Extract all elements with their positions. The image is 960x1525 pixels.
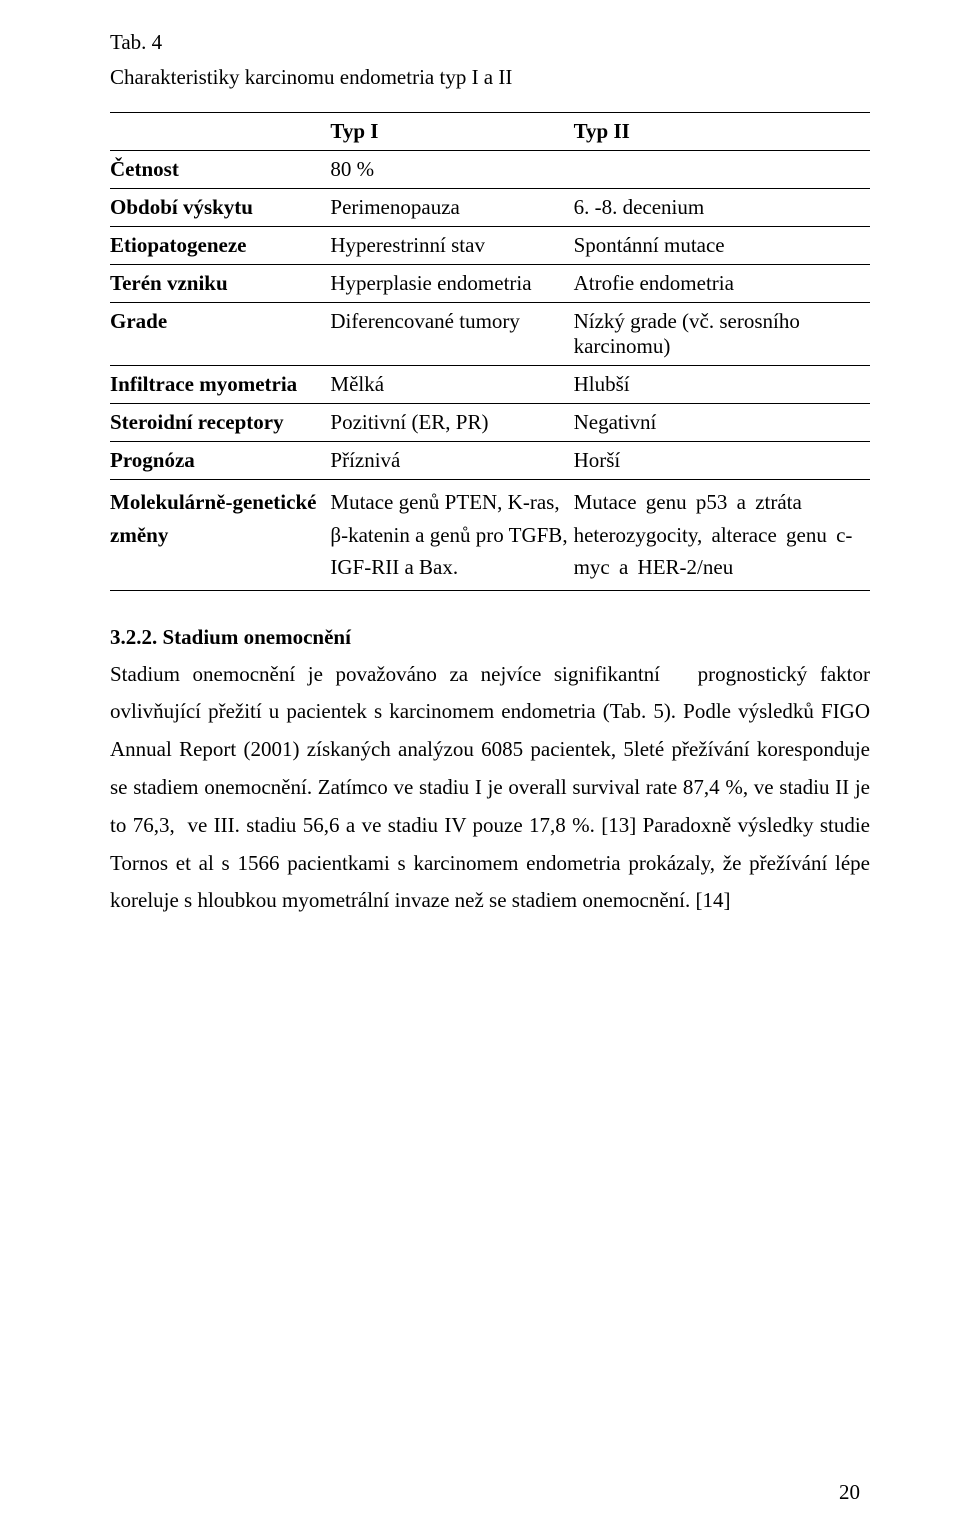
table-row: Období výskytu Perimenopauza 6. -8. dece… <box>110 189 870 227</box>
table-row: Četnost 80 % <box>110 151 870 189</box>
row-type1: Hyperestrinní stav <box>330 227 573 265</box>
header-type2: Typ II <box>574 113 870 151</box>
row-type1: Hyperplasie endometria <box>330 265 573 303</box>
row-type2: Atrofie endometria <box>574 265 870 303</box>
row-type1: Mutace genů PTEN, K-ras, β-katenin a gen… <box>330 480 573 591</box>
table-header-row: Typ I Typ II <box>110 113 870 151</box>
row-label: Prognóza <box>110 442 330 480</box>
table-row: Grade Diferencované tumory Nízký grade (… <box>110 303 870 366</box>
table-row: Etiopatogeneze Hyperestrinní stav Spontá… <box>110 227 870 265</box>
row-type1: Mělká <box>330 366 573 404</box>
row-type2: Horší <box>574 442 870 480</box>
body-paragraph: Stadium onemocnění je považováno za nejv… <box>110 656 870 921</box>
row-type2 <box>574 151 870 189</box>
row-type1: Diferencované tumory <box>330 303 573 366</box>
table-row: Molekulárně-genetické změny Mutace genů … <box>110 480 870 591</box>
row-label: Období výskytu <box>110 189 330 227</box>
table-row: Terén vzniku Hyperplasie endometria Atro… <box>110 265 870 303</box>
row-label: Steroidní receptory <box>110 404 330 442</box>
table-row: Prognóza Příznivá Horší <box>110 442 870 480</box>
row-type2: Negativní <box>574 404 870 442</box>
row-type1: Příznivá <box>330 442 573 480</box>
row-type2: 6. -8. decenium <box>574 189 870 227</box>
row-type2: Nízký grade (vč. serosního karcinomu) <box>574 303 870 366</box>
row-type2: Hlubší <box>574 366 870 404</box>
table-row: Infiltrace myometria Mělká Hlubší <box>110 366 870 404</box>
row-label: Molekulárně-genetické změny <box>110 480 330 591</box>
table-title: Charakteristiky karcinomu endometria typ… <box>110 65 870 90</box>
header-blank <box>110 113 330 151</box>
characteristics-table: Typ I Typ II Četnost 80 % Období výskytu… <box>110 112 870 591</box>
row-type1: 80 % <box>330 151 573 189</box>
row-label: Infiltrace myometria <box>110 366 330 404</box>
table-row: Steroidní receptory Pozitivní (ER, PR) N… <box>110 404 870 442</box>
row-type2: Mutace genu p53 a ztráta heterozygocity,… <box>574 480 870 591</box>
row-label: Etiopatogeneze <box>110 227 330 265</box>
page-number: 20 <box>839 1480 860 1505</box>
row-label: Četnost <box>110 151 330 189</box>
row-type1: Pozitivní (ER, PR) <box>330 404 573 442</box>
row-type1: Perimenopauza <box>330 189 573 227</box>
header-type1: Typ I <box>330 113 573 151</box>
section-heading: 3.2.2. Stadium onemocnění <box>110 625 870 650</box>
table-label: Tab. 4 <box>110 30 870 55</box>
row-label: Grade <box>110 303 330 366</box>
row-type2: Spontánní mutace <box>574 227 870 265</box>
row-label: Terén vzniku <box>110 265 330 303</box>
